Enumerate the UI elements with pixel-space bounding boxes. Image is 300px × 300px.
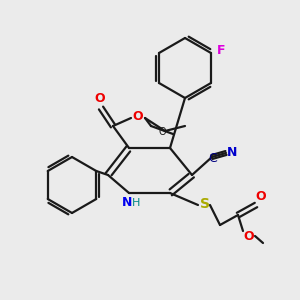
Text: S: S bbox=[200, 197, 210, 211]
Text: F: F bbox=[217, 44, 225, 56]
Text: N: N bbox=[122, 196, 132, 209]
Text: O: O bbox=[158, 127, 166, 137]
Text: H: H bbox=[132, 198, 140, 208]
Text: O: O bbox=[133, 110, 143, 124]
Text: O: O bbox=[95, 92, 105, 106]
Text: O: O bbox=[256, 190, 266, 202]
Text: O: O bbox=[244, 230, 254, 242]
Text: N: N bbox=[227, 146, 237, 158]
Text: C: C bbox=[208, 152, 217, 164]
